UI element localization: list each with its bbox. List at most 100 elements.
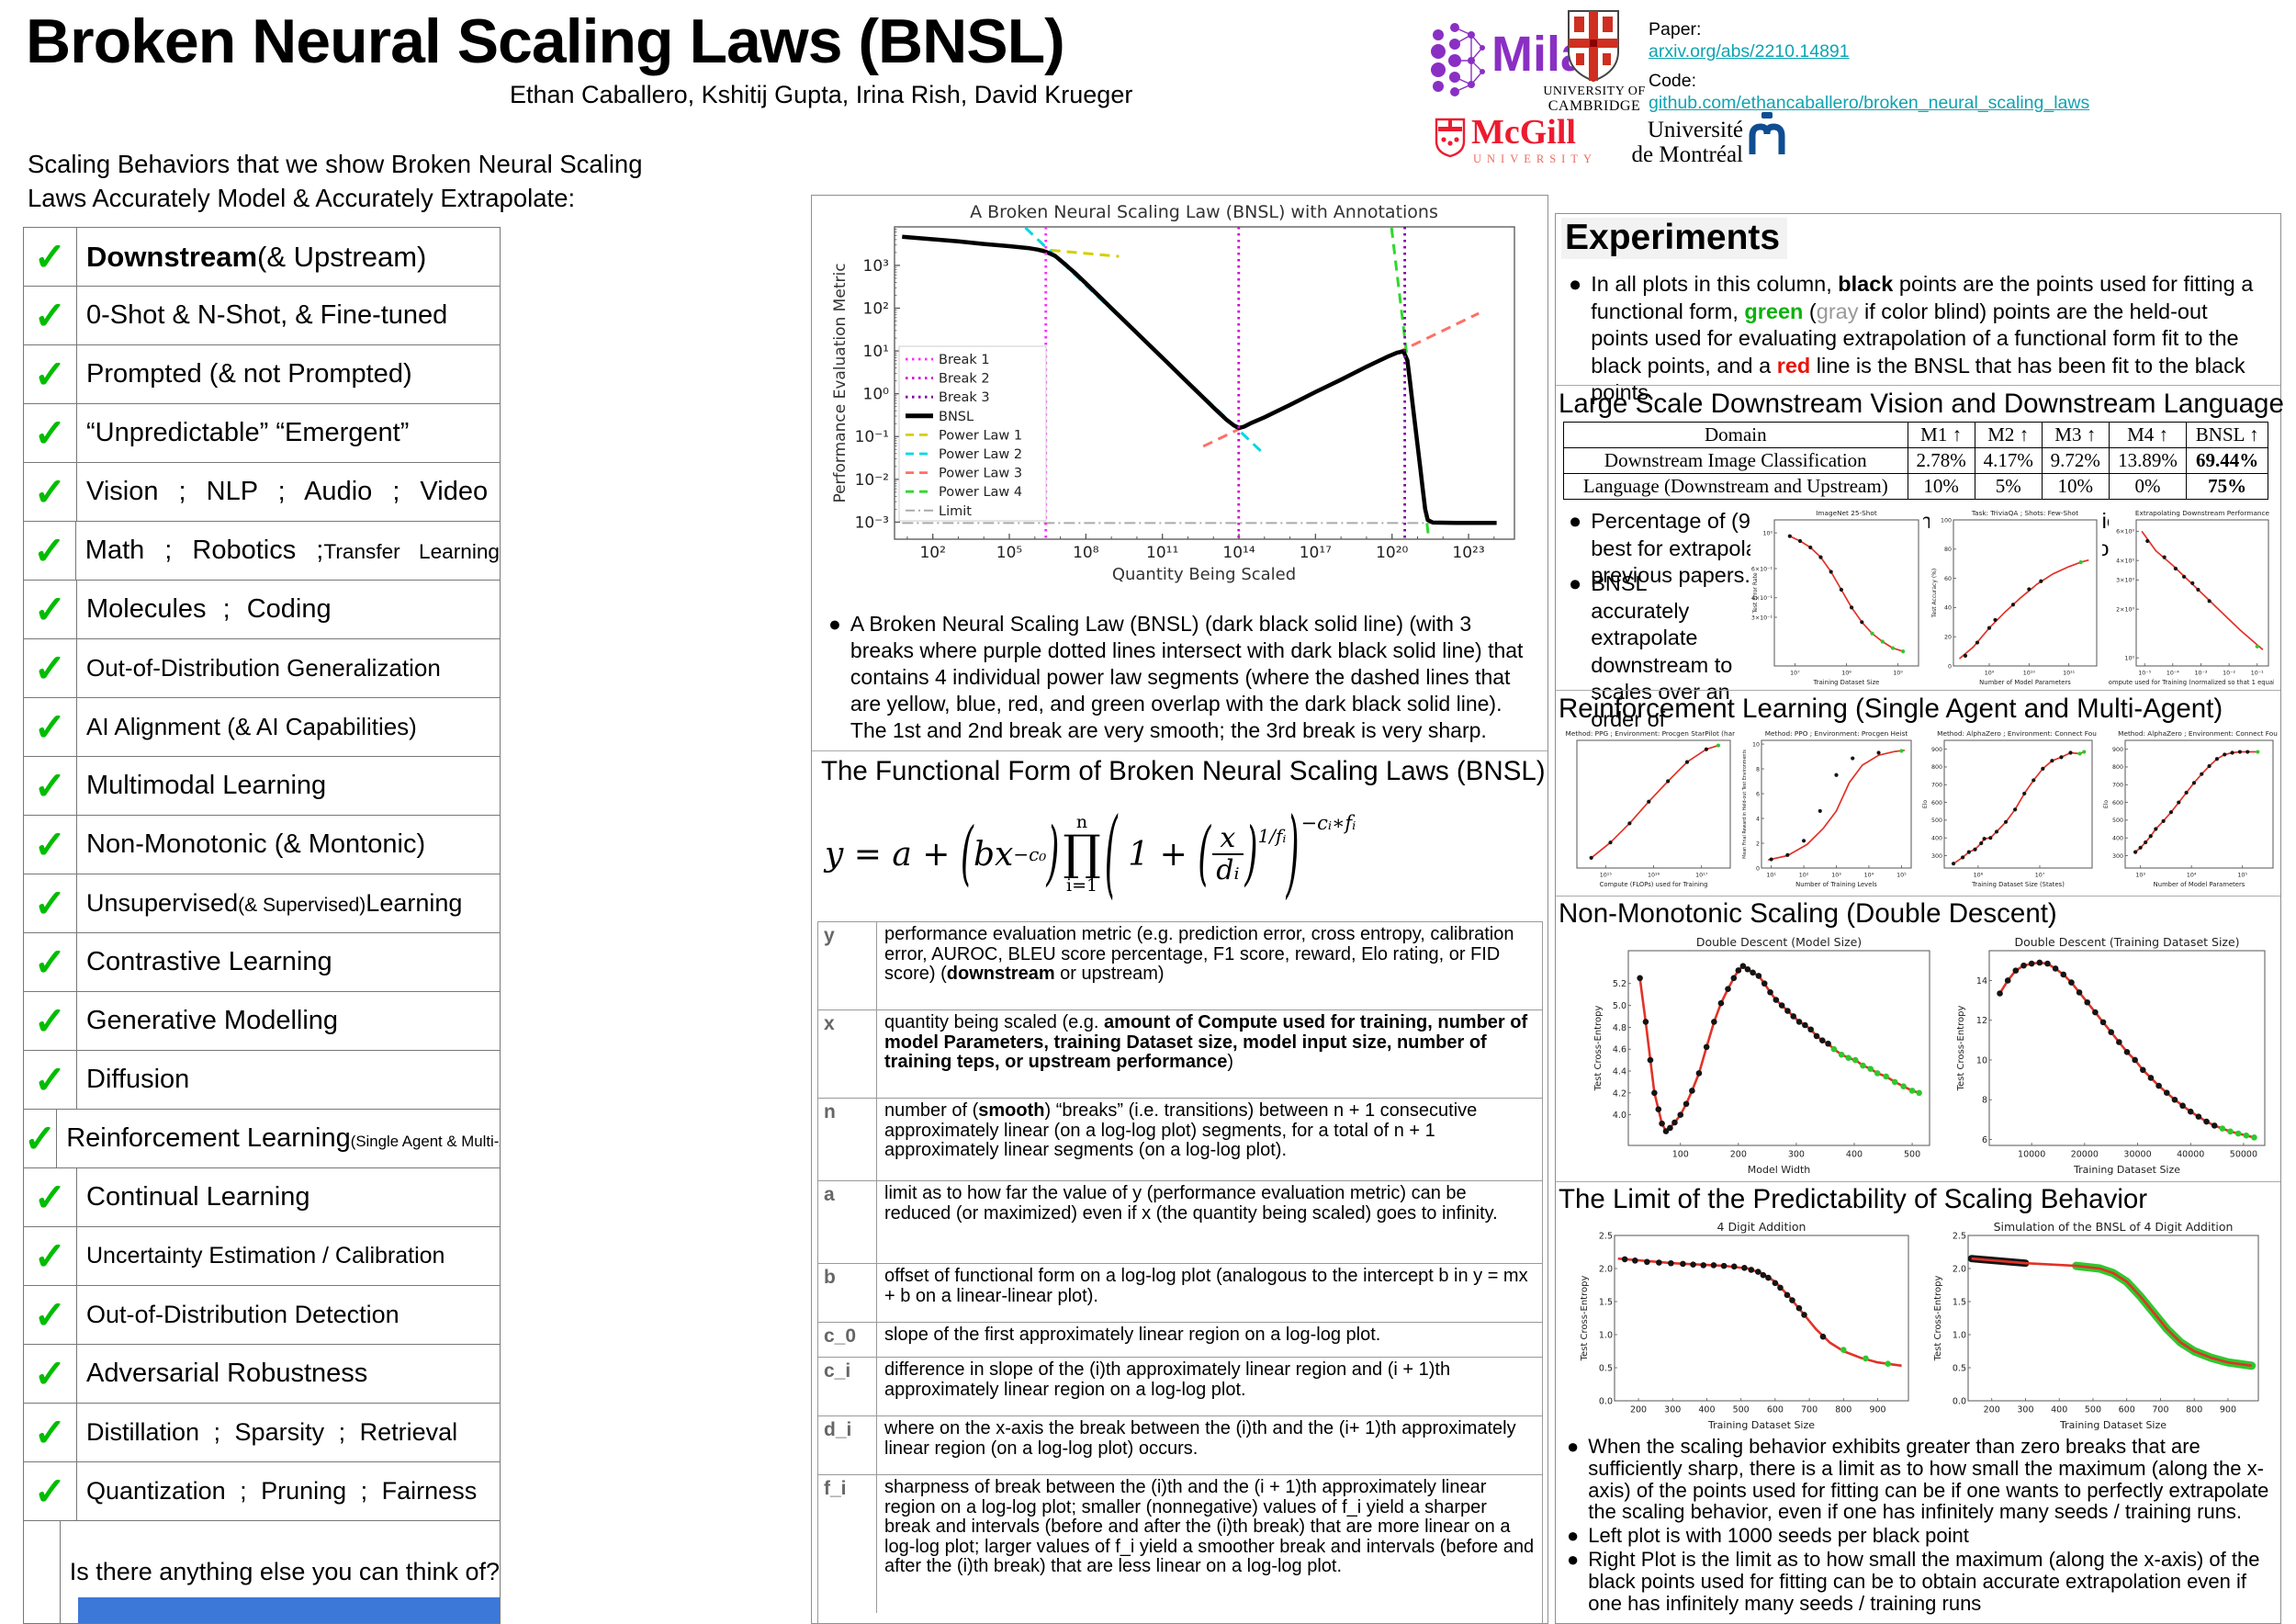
list-item-label: Out-of-Distribution Generalization [77, 654, 500, 682]
definition-row: n number of (smooth) “breaks” (i.e. trans… [818, 1099, 1542, 1181]
svg-text:2.5: 2.5 [1953, 1231, 1966, 1241]
svg-text:10⁶: 10⁶ [1974, 872, 1984, 878]
eq-prod-top: n [1075, 812, 1088, 833]
check-icon: ✓ [24, 522, 76, 580]
divider [1556, 690, 2280, 691]
divider [1556, 896, 2280, 897]
table-cell: 5% [1974, 473, 2043, 500]
table-header-cell: M2 ↑ [1974, 422, 2043, 448]
plot-double-descent-model: 100 200 300 400 500 4.0 4.2 4.4 4.6 4.8 5.0 5.2 Doub… [1590, 932, 1939, 1177]
check-icon: ✓ [24, 1462, 77, 1520]
svg-text:10⁵: 10⁵ [2237, 872, 2247, 878]
eq-paren: ( [1198, 814, 1211, 895]
svg-text:10⁰: 10⁰ [1762, 530, 1773, 536]
list-item-label: Unsupervised (& Supervised) Learning [77, 889, 500, 918]
table-header-cell: M4 ↑ [2108, 422, 2188, 448]
plot-triviaqa: 10⁹ 10¹⁰ 10¹¹ 0 20 40 60 80 100 Task: TriviaQA ; … [1930, 508, 2102, 688]
limit-heading: The Limit of the Predictability of Scali… [1559, 1184, 2148, 1214]
eq-prod-symbol: ∏ [1063, 826, 1101, 882]
definition-text: difference in slope of the (i)th approxi… [877, 1358, 1542, 1415]
svg-text:300: 300 [1788, 1150, 1805, 1160]
svg-text:Power Law 1: Power Law 1 [939, 428, 1022, 443]
blue-bar [78, 1597, 500, 1623]
list-item: ✓ Downstream (& Upstream) [24, 228, 500, 287]
definition-text: offset of functional form on a log-log p… [877, 1264, 1542, 1322]
check-icon: ✓ [24, 639, 77, 697]
cambridge-shield-icon [1567, 9, 1620, 87]
svg-text:4.4: 4.4 [1613, 1066, 1626, 1077]
svg-text:60: 60 [1944, 576, 1952, 582]
eq-paren: ) [1046, 814, 1060, 895]
svg-text:Number of Model Parameters: Number of Model Parameters [2154, 881, 2245, 888]
svg-text:400: 400 [1846, 1150, 1863, 1160]
check-icon: ✓ [24, 287, 77, 344]
svg-text:6×10⁰: 6×10⁰ [2116, 529, 2134, 536]
svg-text:10⁸: 10⁸ [1841, 670, 1851, 676]
check-icon: ✓ [24, 1110, 58, 1167]
table-cell: Language (Downstream and Upstream) [1563, 473, 1908, 500]
svg-text:10⁵: 10⁵ [996, 544, 1022, 562]
svg-text:8: 8 [1982, 1096, 1987, 1106]
svg-text:10⁰: 10⁰ [863, 386, 890, 404]
svg-text:200: 200 [1984, 1405, 2000, 1415]
table-cell: 10% [1907, 473, 1975, 500]
svg-text:Compute (FLOPs) used for Train: Compute (FLOPs) used for Training [1600, 881, 1708, 888]
definition-text: quantity being scaled (e.g. amount of Co… [877, 1010, 1542, 1098]
paper-link[interactable]: arxiv.org/abs/2210.14891 [1649, 41, 1850, 62]
table-cell: 75% [2186, 473, 2268, 500]
list-item: ✓ Multimodal Learning [24, 757, 500, 816]
text-segment: Quantization ; Pruning ; Fairness [86, 1477, 478, 1505]
list-item: ✓ Uncertainty Estimation / Calibration [24, 1227, 500, 1286]
eq-paren: ( [1104, 799, 1118, 909]
svg-text:600: 600 [1767, 1405, 1784, 1415]
text-segment: In all plots in this column, [1591, 272, 1839, 296]
svg-text:4.8: 4.8 [1613, 1023, 1626, 1033]
middle-panel: A Broken Neural Scaling Law (BNSL) with … [811, 195, 1548, 1624]
limit-bullet: ● When the scaling behavior exhibits grea… [1565, 1436, 2272, 1523]
udem-icon [1747, 110, 1787, 163]
page-title: Broken Neural Scaling Laws (BNSL) [26, 6, 1065, 76]
text-segment: Adversarial Robustness [86, 1359, 368, 1388]
svg-text:Compute used for Training (nor: Compute used for Training (normalized so… [2109, 679, 2274, 686]
text-segment: points are the points used for fitting a… [1591, 272, 2254, 323]
svg-text:Double Descent (Training Datas: Double Descent (Training Dataset Size) [2014, 935, 2239, 949]
svg-text:1.5: 1.5 [1953, 1297, 1966, 1307]
definition-text: number of (smooth) “breaks” (i.e. transi… [877, 1099, 1542, 1180]
svg-text:5.0: 5.0 [1613, 1001, 1626, 1011]
definition-segment: downstream [946, 964, 1055, 984]
authors-line: Ethan Caballero, Kshitij Gupta, Irina Ri… [510, 81, 1133, 108]
definition-segment: amount of Compute used for training, num… [884, 1012, 1528, 1072]
svg-text:100: 100 [1672, 1150, 1689, 1160]
svg-text:10¹⁷: 10¹⁷ [1695, 872, 1708, 878]
svg-text:20: 20 [1944, 634, 1952, 640]
code-link[interactable]: github.com/ethancaballero/broken_neural_… [1649, 93, 2090, 113]
svg-text:200: 200 [1730, 1150, 1747, 1160]
svg-text:Method: PPO ; Environment: Pro: Method: PPO ; Environment: Procgen Heist [1765, 729, 1908, 738]
svg-text:0.0: 0.0 [1953, 1396, 1966, 1406]
svg-text:400: 400 [2112, 835, 2123, 841]
svg-text:Elo: Elo [2103, 800, 2110, 808]
svg-text:10⁹: 10⁹ [1985, 670, 1995, 676]
divider [1556, 1181, 2280, 1182]
svg-text:Training Dataset Size: Training Dataset Size [2059, 1419, 2167, 1431]
text-segment: Generative Modelling [86, 1006, 339, 1035]
svg-text:10⁸: 10⁸ [1073, 544, 1099, 562]
svg-text:1.5: 1.5 [1599, 1297, 1613, 1307]
list-item: ✓ Reinforcement Learning (Single Agent & … [24, 1110, 500, 1168]
mini-plot-svg: 10³ 10⁴ 10⁵ 300 400 500 600 700 800 900 Method: Al… [2103, 729, 2280, 888]
udem-line2: de Montréal [1631, 142, 1743, 167]
list-item: ✓ “Unpredictable” “Emergent” [24, 404, 500, 463]
svg-text:700: 700 [1931, 783, 1942, 789]
text-segment: gray [1816, 299, 1859, 323]
svg-text:Extrapolating Downstream Perfo: Extrapolating Downstream Performance [2135, 509, 2270, 517]
svg-text:10⁹: 10⁹ [1893, 670, 1903, 676]
plot-double-descent-data: 10000 20000 30000 40000 50000 6 8 10 12 14 Double … [1953, 932, 2274, 1177]
svg-text:5.2: 5.2 [1613, 979, 1626, 989]
vision-language-table: Domain M1 ↑ M2 ↑ M3 ↑ M4 ↑ BNSL ↑ Downstream I… [1563, 422, 2268, 500]
svg-text:800: 800 [1835, 1405, 1851, 1415]
svg-text:Performance Evaluation Metric: Performance Evaluation Metric [831, 263, 850, 502]
svg-text:500: 500 [1904, 1150, 1920, 1160]
svg-text:700: 700 [2152, 1405, 2168, 1415]
definition-term: c_i [818, 1358, 877, 1415]
